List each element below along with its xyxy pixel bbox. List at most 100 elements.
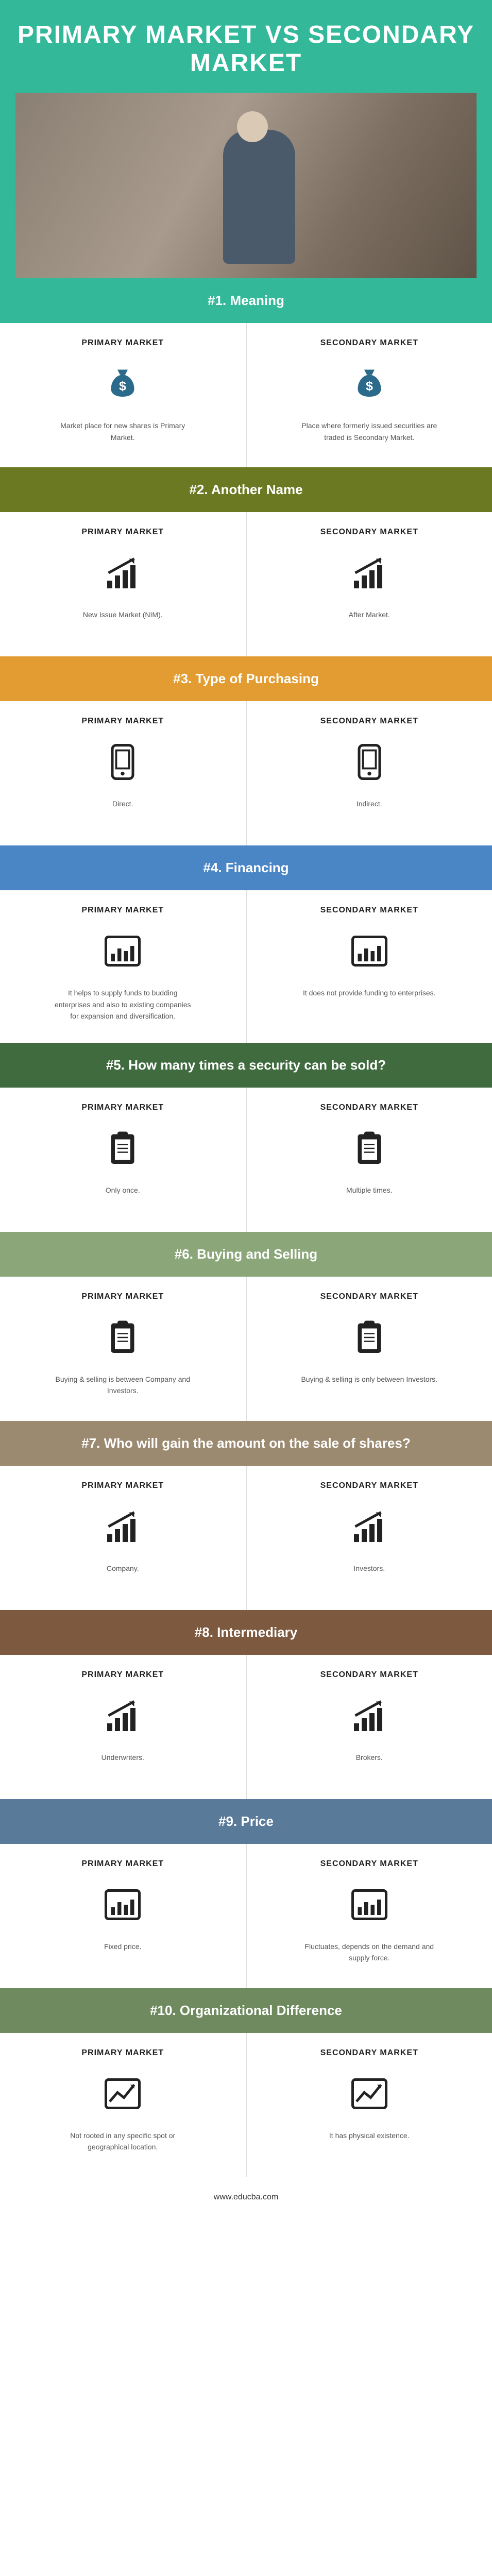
- secondary-col: SECONDARY MARKET Fluctuates, depends on t…: [247, 1844, 492, 1988]
- linebox-icon: [346, 2071, 393, 2117]
- secondary-label: SECONDARY MARKET: [320, 1292, 418, 1301]
- growth-icon: [99, 550, 146, 596]
- section-header-4: #4. Financing: [0, 845, 492, 890]
- secondary-label: SECONDARY MARKET: [320, 338, 418, 348]
- primary-label: PRIMARY MARKET: [81, 528, 164, 537]
- secondary-col: SECONDARY MARKET After Market.: [247, 512, 492, 656]
- primary-col: PRIMARY MARKET Not rooted in any specific…: [0, 2033, 246, 2177]
- secondary-label: SECONDARY MARKET: [320, 2048, 418, 2058]
- primary-label: PRIMARY MARKET: [81, 1859, 164, 1869]
- clipboard-icon: [346, 1125, 393, 1172]
- svg-text:$: $: [119, 379, 126, 394]
- section-header-8: #8. Intermediary: [0, 1610, 492, 1655]
- primary-col: PRIMARY MARKETFixed price.: [0, 1844, 246, 1988]
- secondary-col: SECONDARY MARKET Investors.: [247, 1466, 492, 1610]
- infographic-container: PRIMARY MARKET VS SECONDARY MARKET #1. M…: [0, 0, 492, 2223]
- primary-col: PRIMARY MARKET $ Market place for new shar…: [0, 323, 246, 467]
- primary-label: PRIMARY MARKET: [81, 717, 164, 726]
- secondary-text: It has physical existence.: [329, 2130, 410, 2141]
- compare-row-10: PRIMARY MARKET Not rooted in any specific…: [0, 2033, 492, 2177]
- section-header-9: #9. Price: [0, 1799, 492, 1844]
- footer-text: www.educba.com: [214, 2193, 278, 2201]
- primary-text: Company.: [107, 1563, 139, 1574]
- barchart-icon: [99, 928, 146, 974]
- primary-col: PRIMARY MARKET Company.: [0, 1466, 246, 1610]
- secondary-text: Multiple times.: [346, 1184, 392, 1196]
- compare-row-8: PRIMARY MARKET Underwriters. SECONDARY MAR…: [0, 1655, 492, 1799]
- device-icon: [346, 739, 393, 785]
- secondary-label: SECONDARY MARKET: [320, 717, 418, 726]
- secondary-col: SECONDARY MARKET Multiple times.: [247, 1088, 492, 1232]
- secondary-text: Buying & selling is only between Investo…: [301, 1374, 437, 1385]
- primary-text: New Issue Market (NIM).: [83, 609, 163, 620]
- compare-row-1: PRIMARY MARKET $ Market place for new shar…: [0, 323, 492, 467]
- section-header-3: #3. Type of Purchasing: [0, 656, 492, 701]
- barchart-icon: [346, 1882, 393, 1928]
- primary-col: PRIMARY MARKET Only once.: [0, 1088, 246, 1232]
- compare-row-4: PRIMARY MARKET It helps to supply funds t…: [0, 890, 492, 1042]
- primary-label: PRIMARY MARKET: [81, 1670, 164, 1680]
- secondary-text: Indirect.: [357, 798, 382, 809]
- secondary-text: Fluctuates, depends on the demand and su…: [300, 1941, 439, 1964]
- compare-row-7: PRIMARY MARKET Company. SECONDARY MARKET In…: [0, 1466, 492, 1610]
- section-header-6: #6. Buying and Selling: [0, 1232, 492, 1277]
- secondary-text: Investors.: [353, 1563, 385, 1574]
- hero-section: PRIMARY MARKET VS SECONDARY MARKET: [0, 0, 492, 278]
- secondary-label: SECONDARY MARKET: [320, 1859, 418, 1869]
- primary-text: Only once.: [106, 1184, 140, 1196]
- primary-text: Buying & selling is between Company and …: [53, 1374, 192, 1397]
- secondary-label: SECONDARY MARKET: [320, 528, 418, 537]
- hero-image: [15, 93, 477, 278]
- primary-label: PRIMARY MARKET: [81, 1481, 164, 1490]
- primary-col: PRIMARY MARKET It helps to supply funds t…: [0, 890, 246, 1042]
- barchart-icon: [99, 1882, 146, 1928]
- compare-row-6: PRIMARY MARKET Buying & selling is betwee…: [0, 1277, 492, 1421]
- secondary-col: SECONDARY MARKET It has physical existenc…: [247, 2033, 492, 2177]
- device-icon: [99, 739, 146, 785]
- growth-icon: [346, 550, 393, 596]
- primary-col: PRIMARY MARKET New Issue Market (NIM).: [0, 512, 246, 656]
- primary-label: PRIMARY MARKET: [81, 906, 164, 915]
- secondary-col: SECONDARY MARKET Buying & selling is only…: [247, 1277, 492, 1421]
- compare-row-3: PRIMARY MARKET Direct. SECONDARY MARKET Ind…: [0, 701, 492, 845]
- moneybag-icon: $: [346, 361, 393, 407]
- section-header-2: #2. Another Name: [0, 467, 492, 512]
- moneybag-icon: $: [99, 361, 146, 407]
- secondary-label: SECONDARY MARKET: [320, 1103, 418, 1112]
- secondary-col: SECONDARY MARKET Indirect.: [247, 701, 492, 845]
- clipboard-icon: [99, 1125, 146, 1172]
- secondary-col: SECONDARY MARKET $ Place where formerly is…: [247, 323, 492, 467]
- primary-label: PRIMARY MARKET: [81, 2048, 164, 2058]
- clipboard-icon: [99, 1314, 146, 1361]
- linebox-icon: [99, 2071, 146, 2117]
- primary-text: Not rooted in any specific spot or geogr…: [53, 2130, 192, 2153]
- secondary-col: SECONDARY MARKETIt does not provide fund…: [247, 890, 492, 1042]
- growth-icon: [346, 1503, 393, 1550]
- primary-text: Underwriters.: [101, 1752, 144, 1763]
- growth-icon: [99, 1503, 146, 1550]
- secondary-text: It does not provide funding to enterpris…: [303, 987, 436, 998]
- secondary-text: Place where formerly issued securities a…: [300, 420, 439, 443]
- barchart-icon: [346, 928, 393, 974]
- secondary-text: Brokers.: [356, 1752, 383, 1763]
- clipboard-icon: [346, 1314, 393, 1361]
- secondary-label: SECONDARY MARKET: [320, 1670, 418, 1680]
- growth-icon: [346, 1692, 393, 1739]
- primary-text: Direct.: [112, 798, 133, 809]
- primary-col: PRIMARY MARKET Underwriters.: [0, 1655, 246, 1799]
- section-header-1: #1. Meaning: [0, 278, 492, 323]
- compare-row-5: PRIMARY MARKET Only once. SECONDARY MARKET…: [0, 1088, 492, 1232]
- primary-label: PRIMARY MARKET: [81, 1103, 164, 1112]
- growth-icon: [99, 1692, 146, 1739]
- section-header-10: #10. Organizational Difference: [0, 1988, 492, 2033]
- svg-text:$: $: [366, 379, 373, 394]
- compare-row-9: PRIMARY MARKETFixed price.SECONDARY MARK…: [0, 1844, 492, 1988]
- primary-label: PRIMARY MARKET: [81, 338, 164, 348]
- primary-col: PRIMARY MARKET Buying & selling is betwee…: [0, 1277, 246, 1421]
- primary-label: PRIMARY MARKET: [81, 1292, 164, 1301]
- secondary-label: SECONDARY MARKET: [320, 1481, 418, 1490]
- primary-text: It helps to supply funds to budding ente…: [53, 987, 192, 1022]
- secondary-text: After Market.: [349, 609, 390, 620]
- primary-text: Market place for new shares is Primary M…: [53, 420, 192, 443]
- section-header-5: #5. How many times a security can be sol…: [0, 1043, 492, 1088]
